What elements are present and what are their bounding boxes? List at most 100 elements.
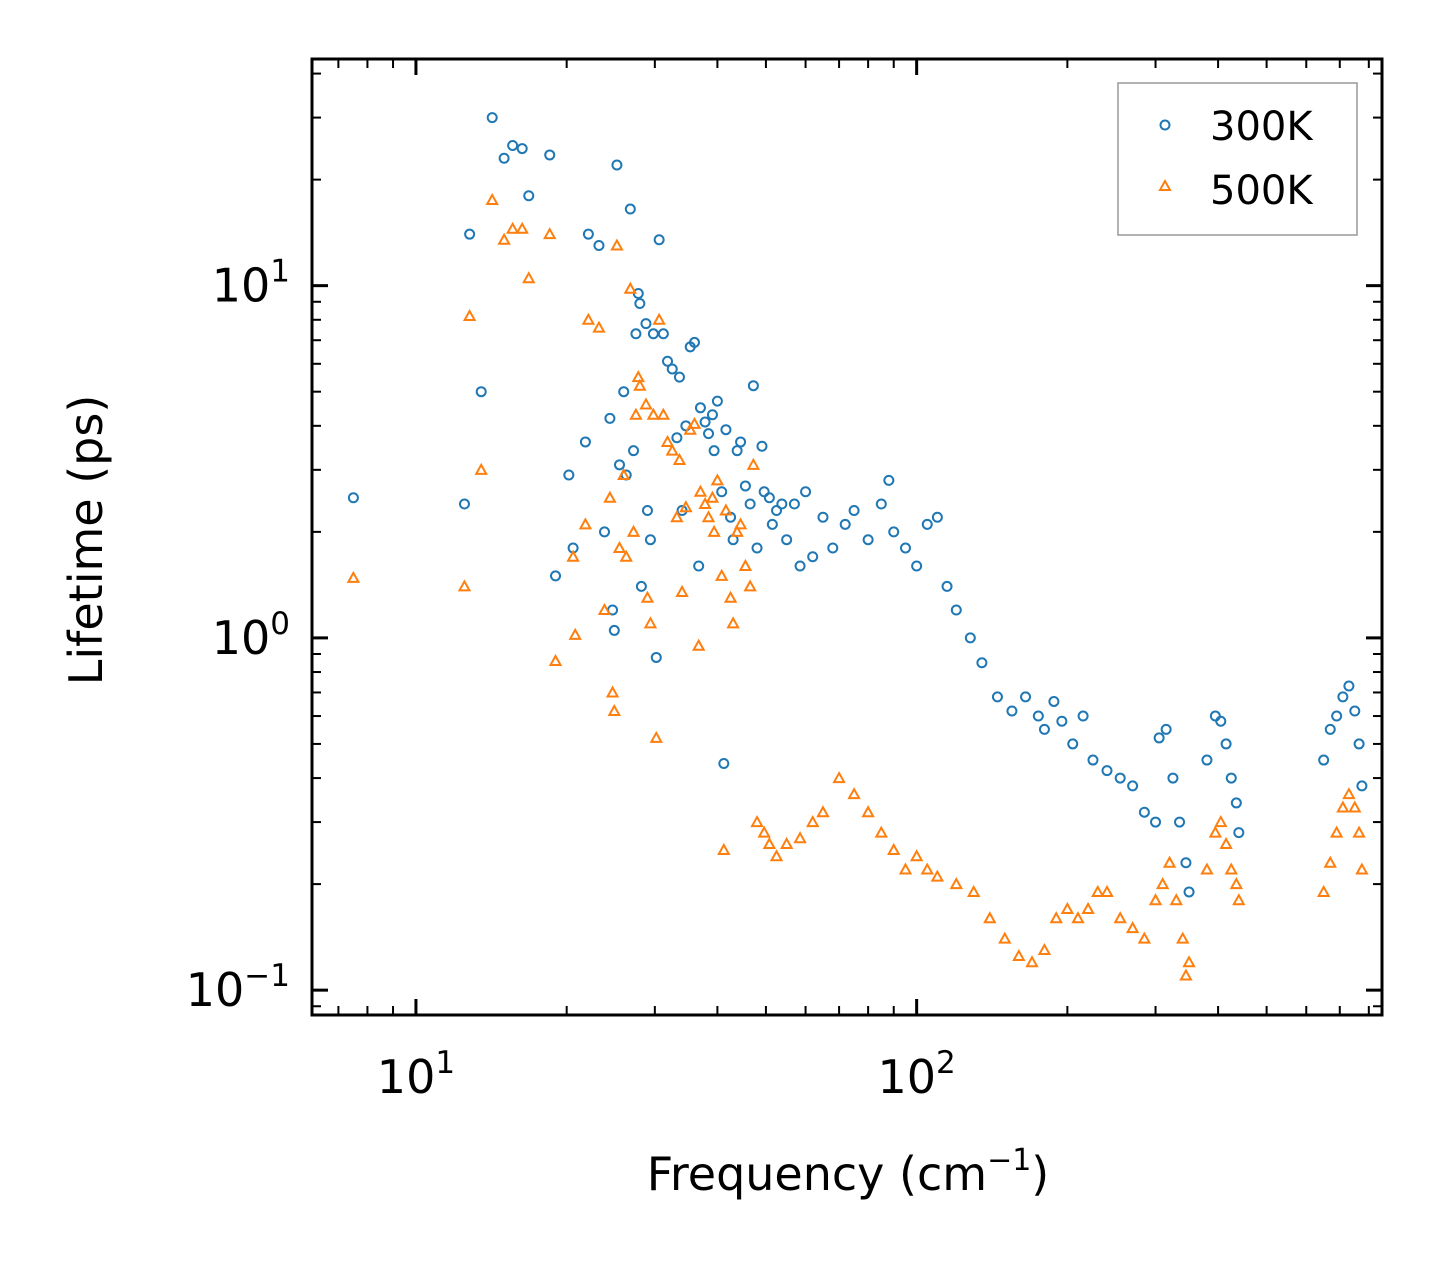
data-point-500k [474,462,488,475]
data-point-300k [694,402,706,414]
data-point-500k [505,221,520,234]
data-point-300k [1220,738,1232,750]
data-point-300k [614,459,626,471]
data-point-500k [1179,968,1193,981]
legend-label-300k: 300K [1210,104,1314,150]
data-point-500k [743,579,757,592]
data-point-500k [1025,955,1039,968]
data-point-300k [598,526,610,538]
data-point-300k [347,492,359,504]
data-point-300k [1160,723,1172,735]
data-point-300k [634,297,646,309]
data-point-300k [662,355,674,367]
data-point-300k [763,492,775,504]
data-point-500k [769,849,784,862]
data-point-500k [497,232,511,245]
data-point-500k [1336,800,1350,813]
data-point-300k [766,518,778,530]
data-point-500k [652,312,666,325]
legend-marker-300k [1159,119,1171,131]
data-point-300k [635,580,647,592]
data-point-300k [582,228,594,240]
data-point-500k [705,490,720,503]
data-point-500k [1060,901,1075,914]
tick-labels: 101 102 10−1 100 101 [186,254,956,1104]
data-point-300k [776,498,788,510]
data-point-500k [675,584,689,597]
data-point-500k [701,510,716,523]
data-point-300k [604,412,616,424]
data-point-500k [1200,862,1214,875]
data-point-300k [611,159,623,171]
data-point-300k [671,432,683,444]
plot-frame [310,57,1384,1017]
data-point-300k [1180,857,1192,869]
legend-marker-500k [1158,178,1172,191]
data-point-500k [1176,931,1190,944]
data-point-500k [457,579,472,592]
data-point-300k [1233,827,1245,839]
series-300k [347,112,1368,898]
data-point-500k [1148,893,1163,906]
data-point-300k [464,228,476,240]
data-point-500k [1113,911,1127,924]
data-point-500k [693,484,708,497]
data-point-300k [771,504,783,516]
data-point-500k [670,510,684,523]
data-point-500k [1342,787,1356,800]
data-point-300k [1225,772,1237,784]
data-point-500k [730,524,744,537]
data-point-500k [726,616,740,629]
data-point-500k [1329,825,1344,838]
data-point-300k [706,409,718,421]
points-layer [346,112,1369,981]
series-500k [346,192,1369,981]
data-point-500k [710,473,725,486]
data-point-300k [458,498,470,510]
data-point-300k [516,143,528,155]
data-point-500k [949,877,963,890]
x-axis-title: Frequency (cm−1) [647,1143,1050,1201]
data-point-500k [672,452,687,465]
data-point-500k [1081,901,1095,914]
data-point-500k [698,496,712,509]
data-point-300k [1127,780,1139,792]
data-point-300k [523,190,535,202]
data-point-500k [581,312,596,325]
data-point-300k [1101,765,1113,777]
data-point-500k [733,517,748,530]
data-point-500k [887,842,901,855]
data-point-500k [898,862,913,875]
data-point-500k [656,407,671,420]
data-point-500k [861,805,875,818]
data-point-300k [693,560,705,572]
data-point-500k [874,825,889,838]
data-point-300k [666,363,678,375]
data-point-300k [794,560,806,572]
data-point-500k [1348,800,1362,813]
data-point-300k [931,511,943,523]
data-point-500k [691,638,706,651]
data-point-300k [641,504,653,516]
data-point-300k [1056,715,1068,727]
data-point-500k [607,703,622,717]
data-point-500k [723,590,738,603]
data-point-500k [998,931,1012,944]
data-point-300k [921,518,933,530]
data-point-300k [624,203,636,215]
data-point-500k [1012,948,1026,962]
data-point-500k [1224,862,1238,875]
data-point-500k [719,503,733,516]
data-point-300k [817,511,829,523]
data-point-500k [566,549,580,562]
x-tick-label: 101 [377,1045,455,1104]
data-point-500k [707,524,721,537]
x-tick-label: 102 [878,1045,956,1104]
data-point-300k [1114,772,1126,784]
data-point-300k [800,486,812,498]
data-point-300k [964,632,976,644]
data-point-300k [608,624,620,636]
data-point-500k [930,869,945,882]
y-axis-title: Lifetime (ps) [59,395,113,686]
